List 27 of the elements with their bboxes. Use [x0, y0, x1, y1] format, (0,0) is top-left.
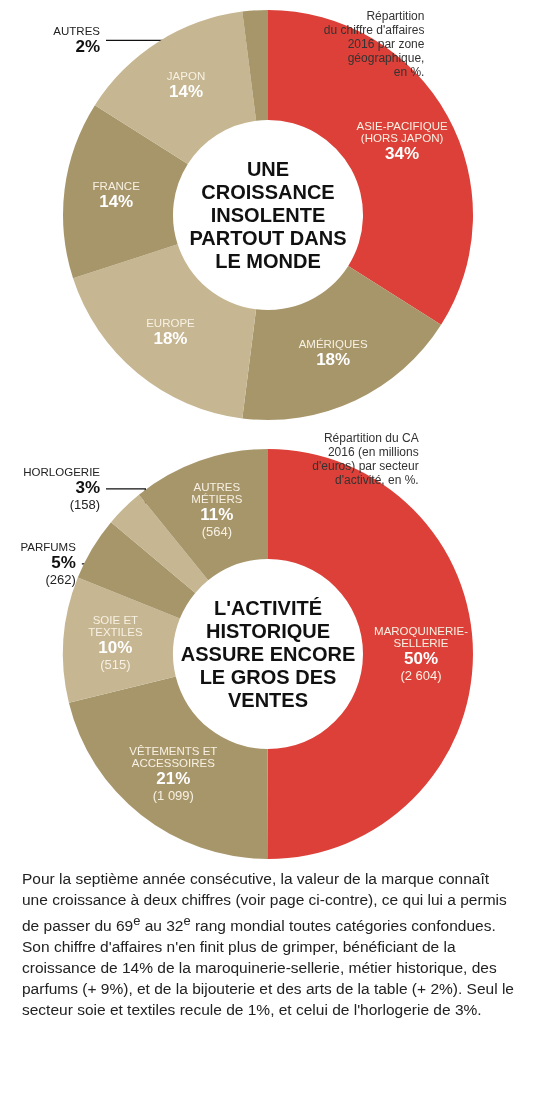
slice-label: JAPON	[166, 70, 206, 83]
data-label: 18%	[153, 329, 188, 349]
text: L'ACTIVITÉ HISTORIQUE ASSURE ENCORE LE GROS DES VENTES	[180, 597, 356, 711]
slice-label: AUTRES MÉTIERS	[191, 480, 243, 505]
slice-label: AUTRES	[53, 24, 101, 37]
text: Pour la septième année consécutive, la valeur de la marque connaît une croissance à deux chiffres (voir page ci-contre), ce qui lui a permis de passer du 69$^{e}$ au 32$^{e}$ rang mondial toutes catégories confondues. Son chiffre d'affaires n'en finit plus de grimper, bénéficiant de la croissance de 14% de la maroquinerie-sellerie, métier historique, des parfums (+ 9%), et de la bijouterie et des arts de la table (+ 2%). Seul le secteur soie et textiles recule de 1%, et celui de l'horlogerie de 3%.	[22, 870, 514, 1019]
data-label: 3% (158)	[69, 477, 100, 512]
slice-label: SOIE ET TEXTILES	[88, 614, 143, 639]
data-label: 21% (1 099)	[152, 769, 194, 804]
data-label: 5% (262)	[45, 552, 76, 587]
slice-label: FRANCE	[92, 180, 141, 193]
data-label: 11% (564)	[200, 504, 234, 539]
slice-label: PARFUMS	[20, 540, 77, 553]
slice-label: EUROPE	[146, 317, 196, 330]
slice-label: VÊTEMENTS ET ACCESSOIRES	[129, 745, 218, 770]
data-label: 50% (2 604)	[400, 649, 442, 684]
slice-label: HORLOGERIE	[23, 465, 101, 478]
data-label: 2%	[75, 36, 100, 56]
slice-label: AMÉRIQUES	[298, 337, 368, 350]
data-label: 14%	[99, 192, 134, 212]
data-label: 10% (515)	[98, 638, 133, 673]
data-label: 14%	[169, 82, 204, 102]
slice-label: ASIE-PACIFIQUE (HORS JAPON)	[356, 119, 448, 144]
data-label: 18%	[316, 349, 351, 369]
slice-label: MAROQUINERIE- SELLERIE	[374, 625, 469, 650]
text: UNE CROISSANCE INSOLENTE PARTOUT DANS LE MONDE	[189, 158, 347, 272]
data-label: 34%	[385, 143, 420, 163]
